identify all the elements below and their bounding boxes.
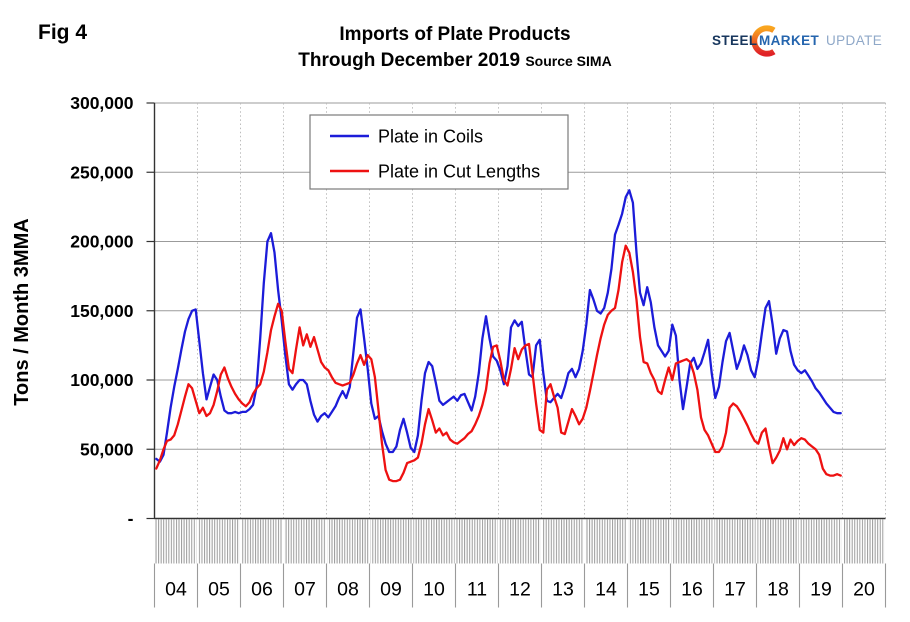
y-axis-title: Tons / Month 3MMA	[11, 218, 33, 405]
year-label: 15	[638, 579, 660, 601]
year-label: 09	[380, 579, 402, 601]
month-hatch-band	[628, 519, 670, 564]
month-hatch-band	[241, 519, 283, 564]
year-label: 10	[423, 579, 445, 601]
logo-crescent-icon	[751, 25, 776, 57]
year-label: 06	[251, 579, 273, 601]
source-label: Source SIMA	[525, 52, 612, 69]
year-label: 13	[552, 579, 574, 601]
legend-label-plate-in-cut-lengths: Plate in Cut Lengths	[378, 162, 540, 182]
y-tick-label: 200,000	[70, 232, 134, 252]
year-label: 12	[509, 579, 531, 601]
legend	[309, 114, 569, 190]
y-tick-label: -	[128, 509, 134, 529]
year-label: 18	[767, 579, 789, 601]
series-line-plate-in-coils	[155, 189, 842, 463]
series-line-plate-in-cut-lengths	[155, 244, 842, 483]
month-hatch-band	[456, 519, 498, 564]
month-hatch-band	[800, 519, 842, 564]
month-hatch-band	[327, 519, 369, 564]
month-hatch-band	[714, 519, 756, 564]
year-label: 14	[595, 579, 617, 601]
month-hatch-band	[843, 519, 885, 564]
month-hatch-band	[757, 519, 799, 564]
year-label: 11	[467, 579, 487, 601]
y-tick-label: 300,000	[70, 93, 134, 113]
year-label: 07	[294, 579, 316, 601]
month-hatch-band	[370, 519, 412, 564]
month-hatch-band	[413, 519, 455, 564]
logo-text-update: UPDATE	[826, 33, 883, 48]
steel-market-update-logo: STEEL MARKET UPDATE	[710, 22, 895, 60]
y-tick-label: 100,000	[70, 370, 134, 390]
year-label: 05	[208, 579, 230, 601]
legend-label-plate-in-coils: Plate in Coils	[378, 127, 483, 147]
year-label: 04	[165, 579, 187, 601]
year-label: 19	[810, 579, 832, 601]
chart-title-line2: Through December 2019 Source SIMA	[0, 48, 910, 74]
month-hatch-band	[284, 519, 326, 564]
month-hatch-band	[585, 519, 627, 564]
month-hatch-band	[198, 519, 240, 564]
year-label: 08	[337, 579, 359, 601]
year-label: 20	[853, 579, 875, 601]
month-hatch-band	[671, 519, 713, 564]
chart-title-line1: Imports of Plate Products	[339, 24, 571, 45]
logo-text-market: MARKET	[759, 33, 820, 48]
year-label: 17	[724, 579, 746, 601]
logo-text-steel: STEEL	[712, 33, 758, 48]
y-tick-label: 50,000	[80, 439, 134, 459]
month-hatch-band	[542, 519, 584, 564]
chart-title: Imports of Plate Products Through Decemb…	[0, 22, 910, 73]
year-label: 16	[681, 579, 703, 601]
y-tick-label: 150,000	[70, 301, 134, 321]
figure-label: Fig 4	[38, 21, 88, 44]
y-tick-label: 250,000	[70, 162, 134, 182]
chart-title-line2-text: Through December 2019	[298, 49, 521, 71]
month-hatch-band	[155, 519, 197, 564]
month-hatch-band	[499, 519, 541, 564]
